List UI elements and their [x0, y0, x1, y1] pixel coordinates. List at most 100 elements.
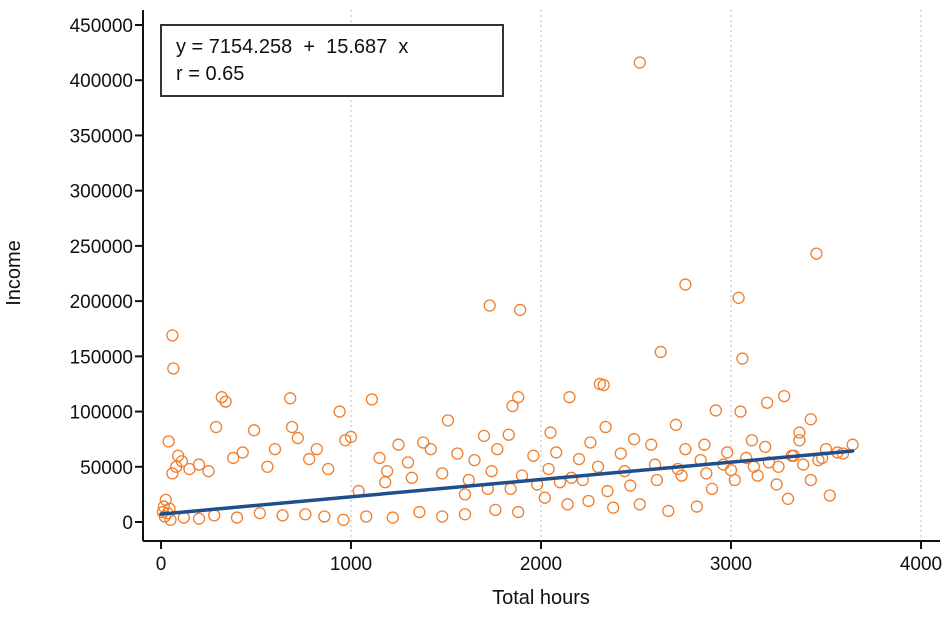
data-point [380, 465, 394, 478]
data-point [436, 467, 449, 480]
data-point [299, 508, 312, 521]
data-point [401, 456, 415, 469]
data-point [192, 458, 206, 471]
data-point [441, 414, 455, 427]
data-point [209, 420, 223, 434]
data-point [810, 247, 823, 260]
y-tick-label: 50000 [80, 458, 133, 479]
data-point [462, 473, 475, 487]
data-point [337, 513, 350, 526]
data-point [392, 438, 405, 451]
data-point [584, 436, 597, 449]
data-point [804, 413, 817, 426]
x-tick-label: 3000 [710, 554, 752, 575]
data-point [650, 473, 664, 487]
data-point [679, 442, 692, 456]
x-tick-label: 2000 [520, 554, 562, 575]
data-point [303, 452, 316, 466]
data-point [491, 442, 504, 456]
data-point [485, 465, 498, 478]
y-tick-label: 200000 [70, 292, 133, 313]
data-point [386, 511, 399, 524]
data-point [724, 463, 738, 477]
data-point [633, 56, 646, 69]
data-point [157, 500, 171, 513]
data-point [563, 391, 576, 404]
data-point [633, 498, 646, 511]
y-tick-label: 450000 [70, 16, 133, 37]
data-point [166, 329, 179, 342]
data-point [483, 299, 496, 312]
data-point [230, 511, 244, 524]
data-point [721, 446, 734, 459]
data-point [373, 451, 386, 465]
data-point [285, 420, 299, 434]
data-point [291, 431, 304, 445]
data-point [607, 501, 620, 514]
data-point [424, 442, 437, 456]
data-point [489, 503, 502, 517]
data-point [747, 460, 760, 473]
x-tick-label: 0 [156, 554, 167, 575]
y-tick-label: 100000 [70, 403, 133, 424]
data-point [502, 428, 515, 441]
data-point [669, 418, 683, 431]
data-point [679, 278, 692, 291]
data-point [538, 491, 551, 504]
data-point [823, 489, 836, 502]
grid-lines [350, 10, 922, 541]
data-point [310, 442, 323, 456]
x-tick-label: 4000 [900, 554, 942, 575]
y-tick-label: 250000 [70, 237, 133, 258]
data-point [601, 484, 614, 498]
data-point [318, 510, 331, 523]
y-tick-label: 0 [122, 513, 133, 534]
data-point [339, 434, 352, 447]
data-point [365, 393, 379, 406]
data-point [582, 494, 595, 508]
data-point [781, 492, 795, 505]
data-point [506, 399, 519, 413]
data-point [690, 500, 703, 513]
data-point [261, 460, 274, 473]
data-point [379, 476, 392, 489]
correlation-text: r = 0.65 [176, 63, 244, 85]
data-point [451, 447, 464, 460]
data-point [247, 424, 261, 437]
data-point [662, 504, 675, 518]
data-point [675, 469, 688, 482]
data-point [705, 482, 719, 496]
y-tick-label: 400000 [70, 71, 133, 92]
data-point [253, 507, 266, 520]
data-point [778, 389, 791, 403]
data-point [268, 442, 282, 456]
data-point [202, 465, 215, 478]
data-point [436, 510, 449, 523]
data-point [527, 449, 540, 462]
data-point [322, 462, 335, 476]
data-point [804, 473, 817, 487]
x-axis-title: Total hours [492, 587, 590, 609]
y-tick-label: 150000 [70, 347, 133, 368]
data-point [760, 396, 774, 409]
data-point [614, 447, 627, 460]
data-point [333, 405, 346, 418]
data-point [458, 508, 472, 521]
data-point [759, 440, 772, 454]
annotation-box [160, 24, 504, 97]
data-point [654, 345, 667, 359]
data-point [846, 438, 859, 451]
data-point [736, 352, 749, 365]
tick-marks [135, 24, 922, 549]
data-point [740, 451, 753, 465]
regression-layer [159, 449, 855, 516]
data-point [162, 435, 175, 448]
equation-annotation: y = 7154.258 + 15.687 x r = 0.65 [160, 24, 504, 97]
y-axis-title: Income [3, 240, 25, 306]
data-point [627, 433, 641, 446]
x-tick-label: 1000 [330, 554, 372, 575]
data-point [599, 420, 612, 434]
data-point [591, 460, 605, 473]
data-point [413, 505, 426, 519]
